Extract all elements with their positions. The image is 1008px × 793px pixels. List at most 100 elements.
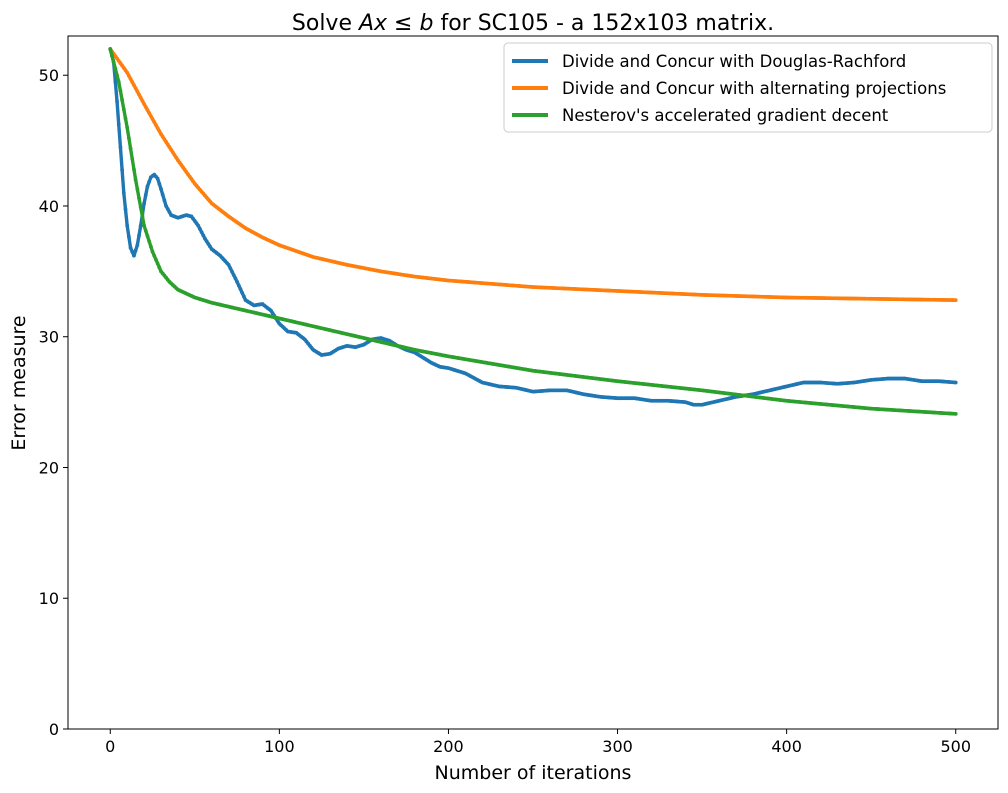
chart-title-suffix: for SC105 - a 152x103 matrix.	[433, 11, 774, 36]
y-tick-label: 0	[49, 720, 59, 739]
data-point	[147, 111, 152, 115]
data-point	[111, 60, 116, 65]
x-tick-label: 100	[264, 737, 295, 756]
data-point	[953, 298, 958, 303]
data-point	[125, 125, 130, 130]
data-point	[157, 265, 162, 270]
data-point	[123, 116, 128, 121]
data-point	[155, 176, 160, 181]
data-point	[145, 234, 150, 238]
x-tick-label: 400	[771, 737, 802, 756]
chart-title-math: Ax ≤ b	[357, 11, 433, 36]
data-point	[116, 122, 121, 127]
legend-marker-alternating-projections	[528, 86, 532, 90]
data-point	[197, 226, 202, 231]
data-point	[126, 234, 131, 239]
data-point	[135, 89, 140, 94]
data-point	[159, 187, 163, 191]
data-point	[128, 245, 133, 250]
legend-label-douglas-rachford: Divide and Concur with Douglas-Rachford	[562, 52, 906, 71]
data-point	[164, 204, 168, 208]
data-point	[133, 86, 138, 91]
data-point	[130, 157, 135, 161]
data-point	[953, 380, 958, 385]
y-tick-label: 30	[39, 328, 59, 347]
data-point	[121, 107, 126, 112]
data-point	[228, 266, 233, 271]
data-point	[152, 120, 157, 124]
data-point	[150, 117, 155, 121]
legend-marker-nesterov	[528, 113, 532, 117]
data-point	[226, 262, 231, 267]
data-point	[126, 73, 131, 78]
data-point	[110, 53, 114, 58]
data-point	[137, 92, 141, 97]
data-point	[138, 95, 143, 100]
data-point	[118, 89, 123, 93]
legend-label-alternating-projections: Divide and Concur with alternating proje…	[562, 79, 946, 98]
data-point	[145, 108, 150, 112]
legend: Divide and Concur with Douglas-Rachford …	[503, 42, 993, 133]
data-point	[231, 273, 236, 277]
data-point	[196, 223, 201, 228]
data-point	[162, 198, 167, 203]
data-point	[132, 253, 136, 258]
data-point	[121, 191, 126, 195]
data-point	[137, 233, 141, 238]
data-point	[143, 192, 148, 197]
data-point	[137, 196, 141, 201]
data-point	[140, 214, 145, 219]
data-point	[199, 230, 204, 235]
data-point	[155, 126, 160, 130]
data-point	[128, 76, 133, 81]
data-point	[142, 223, 146, 228]
data-point	[165, 207, 170, 211]
data-point	[157, 181, 162, 186]
data-point	[154, 123, 158, 127]
y-axis-label: Error measure	[8, 315, 30, 450]
data-point	[147, 179, 152, 184]
data-point	[143, 105, 148, 109]
plot-area-frame	[67, 35, 999, 730]
data-point	[118, 145, 123, 150]
data-point	[115, 73, 119, 78]
series-douglas-rachford	[108, 47, 958, 407]
x-tick-label: 200	[433, 737, 464, 756]
data-point	[130, 249, 135, 254]
series-layer	[108, 47, 958, 416]
x-tick-label: 0	[105, 737, 115, 756]
x-tick-label: 500	[940, 737, 971, 756]
data-point	[240, 290, 245, 295]
data-point	[160, 192, 165, 197]
data-point	[133, 177, 138, 182]
data-point	[235, 279, 239, 284]
data-point	[230, 269, 234, 274]
data-point	[201, 233, 206, 238]
data-point	[125, 223, 130, 228]
data-point	[125, 70, 130, 75]
data-point	[953, 411, 958, 416]
data-point	[113, 79, 118, 84]
legend-label-nesterov: Nesterov's accelerated gradient decent	[562, 106, 889, 125]
series-alternating-projections	[108, 47, 958, 303]
data-point	[138, 205, 143, 210]
y-tick-label: 20	[39, 458, 59, 477]
legend-box	[503, 42, 993, 133]
data-point	[132, 83, 136, 88]
data-point	[155, 261, 160, 266]
data-point	[233, 276, 238, 281]
y-tick-label: 40	[39, 197, 59, 216]
x-axis-label: Number of iterations	[435, 762, 632, 784]
data-point	[113, 66, 118, 71]
data-point	[130, 80, 135, 84]
data-point	[120, 98, 125, 102]
data-point	[116, 79, 121, 84]
data-point	[236, 283, 241, 288]
data-point	[143, 228, 148, 233]
chart-title-prefix: Solve	[292, 11, 359, 36]
data-point	[142, 201, 146, 206]
data-point	[157, 129, 162, 133]
data-point	[115, 99, 119, 104]
data-point	[154, 257, 158, 262]
